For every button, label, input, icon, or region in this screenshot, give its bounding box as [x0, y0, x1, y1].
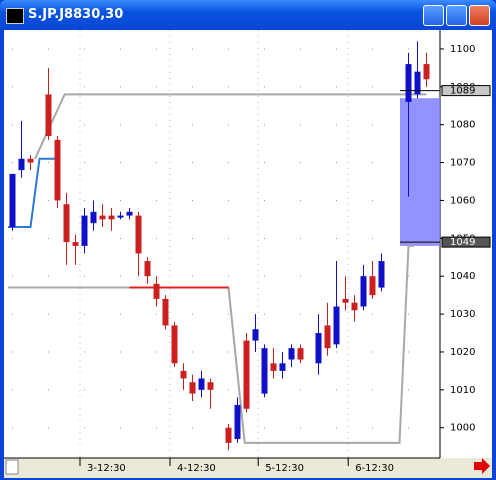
candle-body — [99, 215, 106, 220]
price-label: 1040 — [450, 271, 475, 282]
time-label: 5-12:30 — [265, 463, 304, 474]
candle-body — [315, 333, 322, 364]
candle-body — [270, 363, 277, 371]
price-label: 1020 — [450, 347, 475, 358]
price-label: 1030 — [450, 309, 475, 320]
chart: 1000101010201030104010501060107010801090… — [4, 30, 492, 478]
candle-body — [414, 71, 421, 95]
candle-body — [63, 204, 70, 243]
candle-body — [324, 325, 331, 349]
candle-body — [333, 306, 340, 345]
candle-body — [72, 242, 79, 246]
candle-body — [27, 158, 34, 163]
app-icon — [6, 8, 24, 24]
price-label: 1070 — [450, 158, 475, 169]
scroll-arrow[interactable] — [474, 458, 490, 474]
candle-body — [144, 261, 151, 277]
minimize-button[interactable] — [423, 5, 444, 26]
candle-body — [117, 215, 124, 218]
candle-body — [126, 211, 133, 216]
candle-body — [225, 427, 232, 443]
close-button[interactable] — [469, 5, 490, 26]
candle-body — [153, 283, 160, 299]
candle-body — [261, 348, 268, 394]
candle-body — [189, 382, 196, 394]
candle-body — [9, 173, 16, 227]
scroll-box[interactable] — [5, 459, 19, 475]
time-label: 3-12:30 — [87, 463, 126, 474]
candle-body — [234, 404, 241, 440]
candle-body — [342, 298, 349, 303]
price-label: 1010 — [450, 385, 475, 396]
level-line — [8, 157, 58, 228]
candle-body — [54, 139, 61, 201]
candle-body — [252, 329, 259, 341]
price-marker-box — [441, 85, 491, 97]
candle-body — [405, 64, 412, 102]
candle-body — [279, 363, 286, 371]
price-label: 1060 — [450, 195, 475, 206]
price-label: 1000 — [450, 423, 475, 434]
candle-body — [162, 298, 169, 326]
candle-body — [360, 276, 367, 307]
time-label: 6-12:30 — [355, 463, 394, 474]
candle-body — [369, 276, 376, 296]
candle-body — [180, 370, 187, 379]
candle-body — [243, 340, 250, 409]
candle-body — [135, 215, 142, 254]
candle-body — [108, 215, 115, 220]
window-title: S.JP.J8830,30 — [28, 7, 124, 22]
candle-body — [18, 158, 25, 171]
candle-body — [297, 348, 304, 360]
title-bar: S.JP.J8830,30 — [0, 0, 496, 30]
candle-body — [45, 94, 52, 137]
price-zone — [400, 98, 440, 246]
time-bar — [4, 458, 492, 478]
candle-body — [171, 325, 178, 364]
candle-body — [378, 261, 385, 288]
price-marker-box — [441, 236, 491, 248]
candle-body — [351, 302, 358, 311]
price-label: 1080 — [450, 120, 475, 131]
price-marker-label: 1089 — [450, 86, 475, 97]
candle-body — [90, 211, 97, 224]
price-label: 1100 — [450, 44, 475, 55]
candle-body — [198, 378, 205, 390]
maximize-button[interactable] — [446, 5, 467, 26]
candle-body — [423, 64, 430, 80]
time-label: 4-12:30 — [177, 463, 216, 474]
candle-body — [207, 382, 214, 390]
candle-body — [288, 348, 295, 360]
price-marker-label: 1049 — [450, 237, 475, 248]
candle-body — [81, 215, 88, 246]
